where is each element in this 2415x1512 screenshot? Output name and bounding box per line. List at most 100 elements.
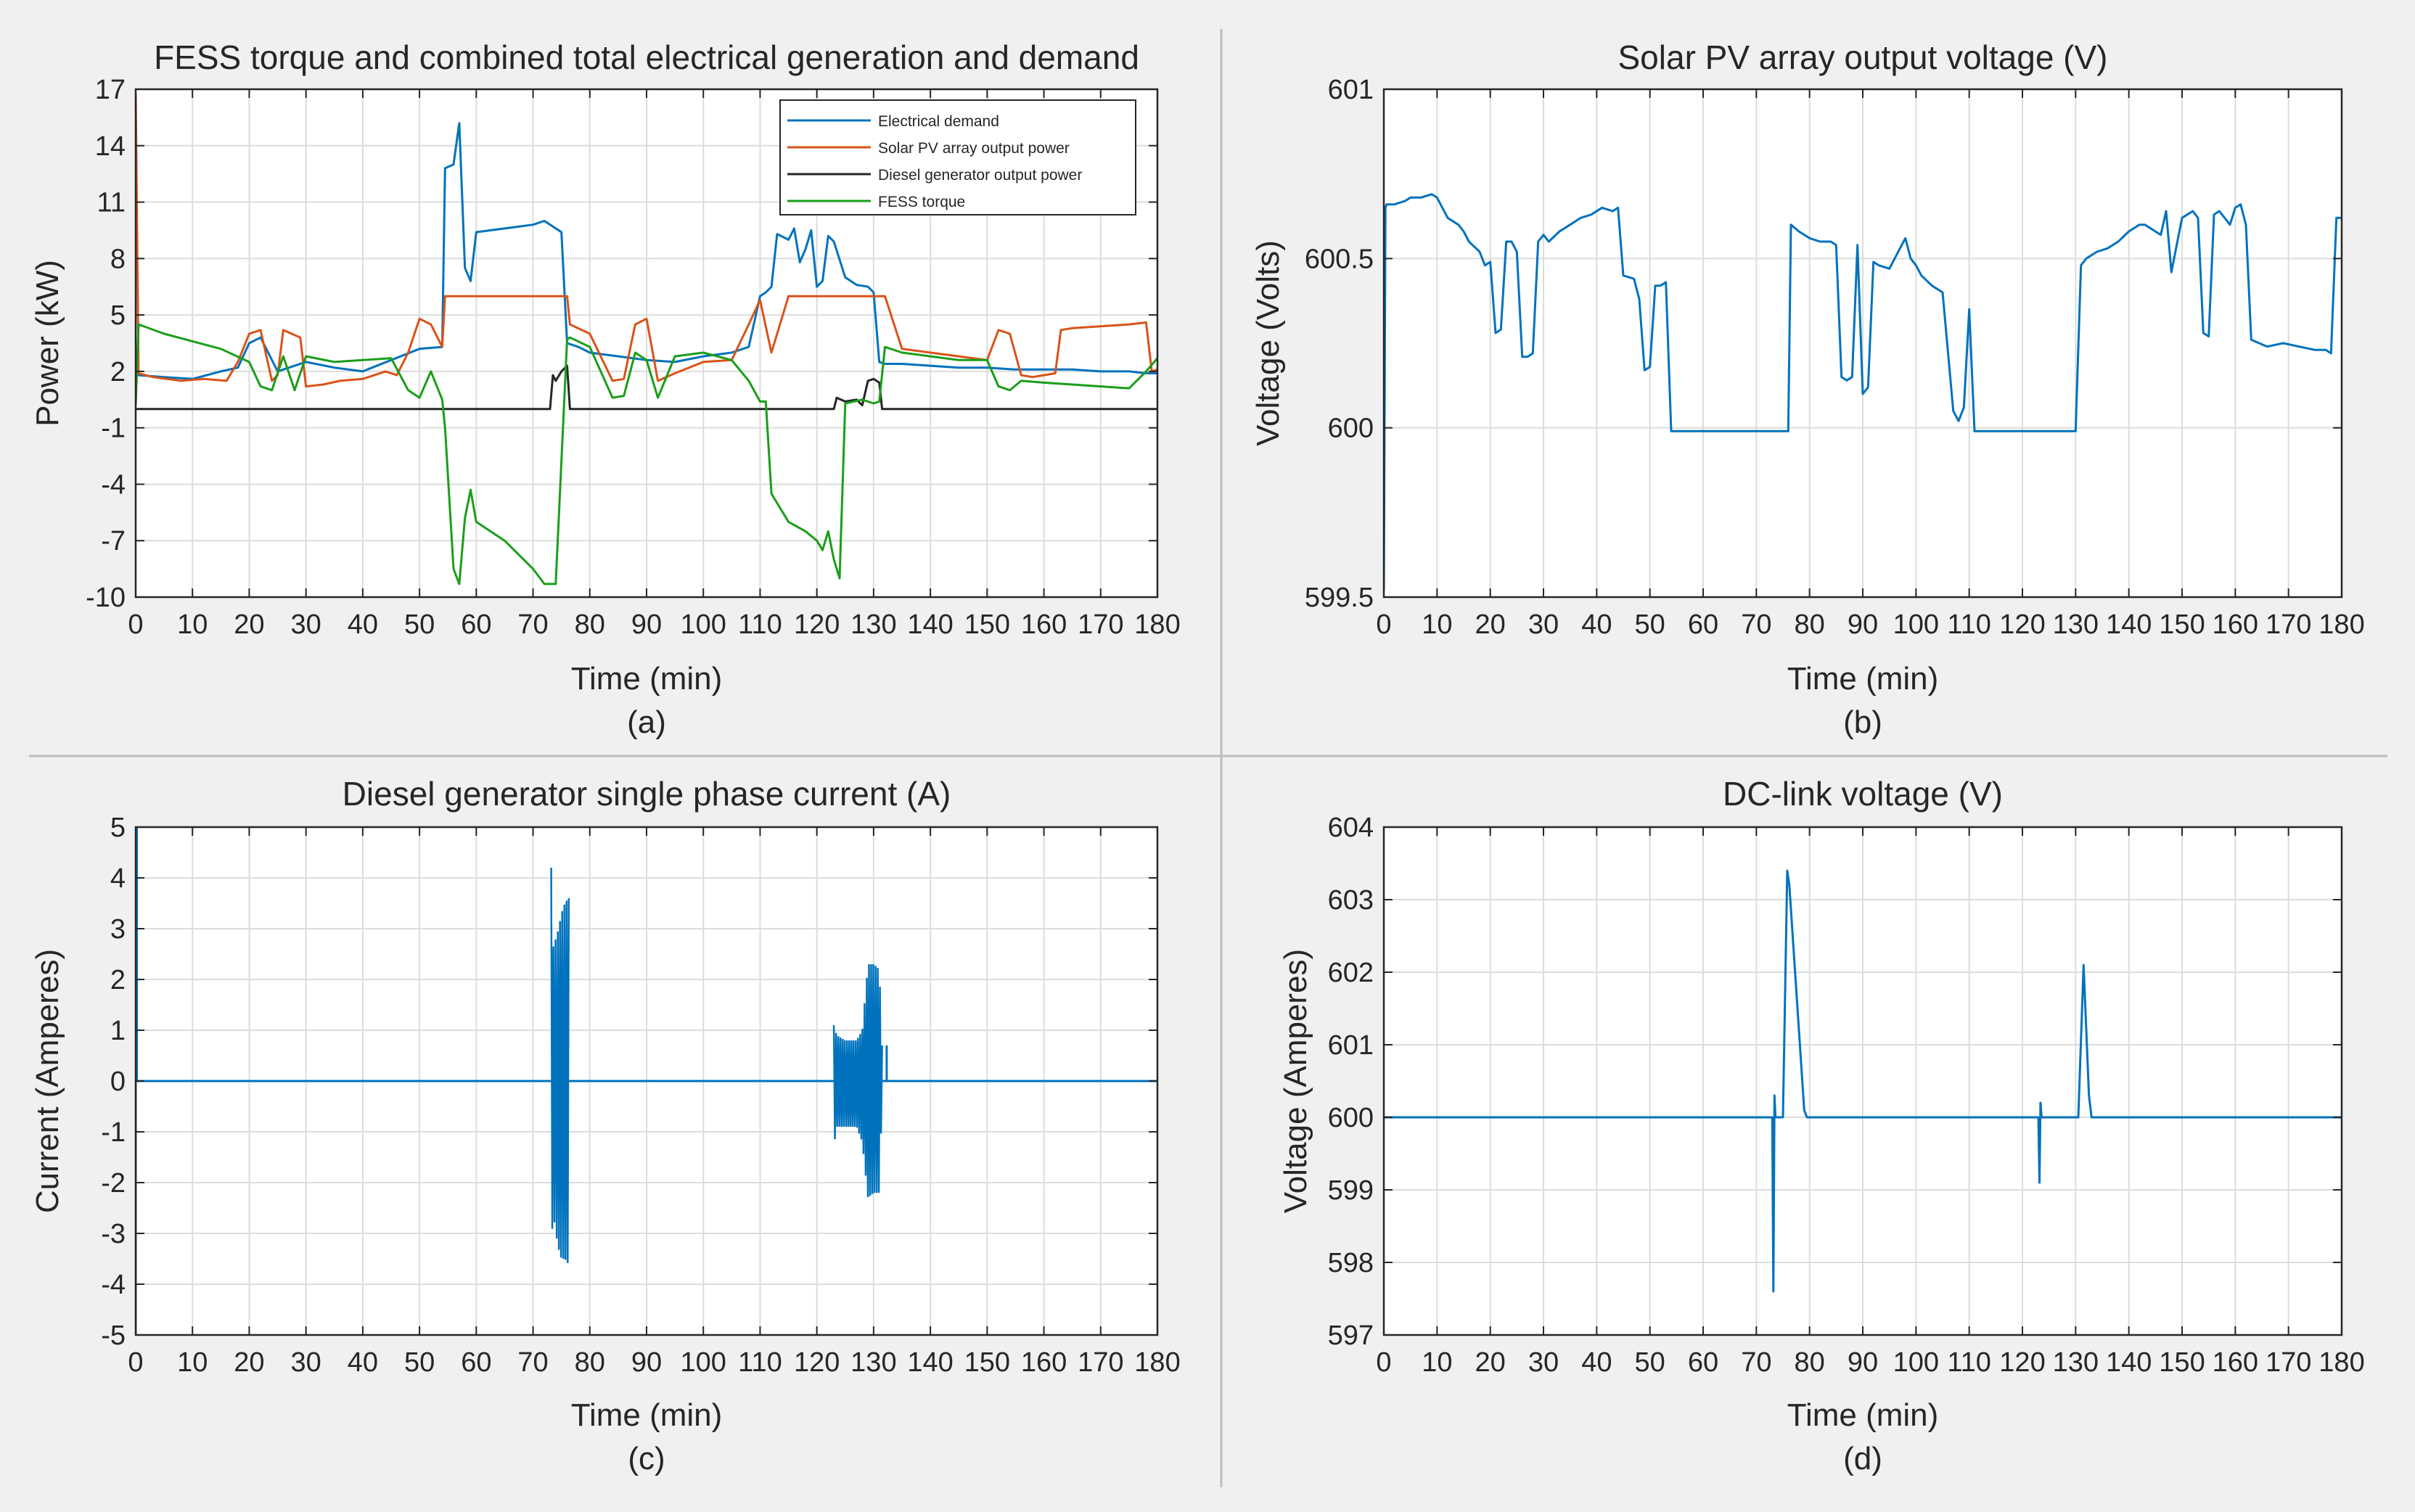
y-tick-label: 2 [110, 357, 126, 387]
x-tick-label: 120 [1999, 609, 2045, 640]
x-tick-label: 170 [2266, 1347, 2311, 1378]
x-tick-label: 110 [738, 609, 782, 640]
x-tick-label: 20 [1475, 609, 1506, 640]
x-tick-label: 150 [2159, 609, 2205, 640]
x-tick-label: 90 [1848, 609, 1878, 640]
x-tick-label: 120 [1999, 1347, 2045, 1378]
x-tick-label: 80 [1795, 609, 1825, 640]
x-tick-label: 10 [177, 609, 208, 640]
x-tick-label: 110 [738, 1347, 782, 1378]
x-tick-label: 70 [517, 1347, 548, 1378]
y-tick-label: 3 [110, 914, 126, 945]
x-tick-label: 180 [2318, 609, 2364, 640]
x-tick-label: 100 [1893, 609, 1939, 640]
x-tick-label: 50 [1635, 609, 1665, 640]
panels: 0 10 20 30 40 50 60 70 80 90 100 110 120 130 140 150 160… [30, 38, 2365, 1476]
legend-label: Diesel generator output power [878, 167, 1082, 184]
x-tick-label: 20 [234, 609, 264, 640]
x-tick-label: 60 [1688, 1347, 1718, 1378]
x-tick-label: 170 [1078, 609, 1123, 640]
x-tick-label: 140 [907, 1347, 953, 1378]
x-tick-label: 160 [1021, 609, 1067, 640]
chart-title: Diesel generator single phase current (A… [343, 775, 951, 813]
y-axis-label: Power (kW) [30, 260, 65, 427]
panel-caption: (a) [627, 704, 666, 740]
y-tick-label: 5 [110, 813, 126, 843]
x-tick-label: 10 [1422, 1347, 1452, 1378]
x-tick-label: 40 [348, 609, 378, 640]
x-tick-label: 160 [1021, 1347, 1067, 1378]
x-tick-label: 10 [177, 1347, 208, 1378]
chart-title: FESS torque and combined total electrica… [154, 38, 1139, 76]
x-tick-label: 80 [575, 609, 605, 640]
x-tick-label: 120 [794, 609, 840, 640]
x-tick-label: 10 [1422, 609, 1452, 640]
y-tick-label: 598 [1328, 1248, 1374, 1278]
x-tick-label: 0 [128, 1347, 143, 1378]
y-tick-label: 599.5 [1305, 583, 1374, 613]
x-tick-label: 20 [234, 1347, 264, 1378]
y-tick-label: 5 [110, 300, 126, 331]
x-tick-label: 70 [517, 609, 548, 640]
chart-panel-0: 0 10 20 30 40 50 60 70 80 90 100 110 120 130 140 150 160… [30, 38, 1181, 740]
chart-title: Solar PV array output voltage (V) [1618, 38, 2108, 76]
legend-label: Solar PV array output power [878, 140, 1070, 157]
chart-panel-2: 0 10 20 30 40 50 60 70 80 90 100 110 120 130 140 150 160… [30, 775, 1181, 1476]
x-tick-label: 180 [2318, 1347, 2364, 1378]
x-tick-label: 130 [850, 1347, 896, 1378]
x-tick-label: 100 [681, 1347, 726, 1378]
series-line-dc-link-voltage [1384, 869, 2342, 1293]
y-axis-label: Voltage (Amperes) [1278, 949, 1313, 1213]
x-tick-label: 100 [1893, 1347, 1939, 1378]
y-tick-label: 600.5 [1305, 244, 1374, 274]
y-tick-label: -3 [101, 1219, 126, 1249]
x-tick-label: 180 [1134, 609, 1180, 640]
x-tick-label: 80 [575, 1347, 605, 1378]
legend-label: FESS torque [878, 194, 965, 210]
x-tick-label: 100 [681, 609, 726, 640]
y-tick-label: 602 [1328, 958, 1374, 988]
x-tick-label: 130 [2053, 1347, 2099, 1378]
panel-caption: (d) [1843, 1441, 1882, 1476]
x-tick-label: 170 [1078, 1347, 1123, 1378]
x-tick-label: 140 [2106, 609, 2152, 640]
plot-series-group [1384, 869, 2342, 1293]
x-tick-label: 140 [907, 609, 953, 640]
y-tick-label: 603 [1328, 885, 1374, 916]
x-tick-label: 60 [461, 609, 491, 640]
series-line-solar-pv-array-output-power [136, 93, 1157, 388]
series-line-diesel-generator-output-power [136, 364, 1157, 411]
x-tick-label: 40 [348, 1347, 378, 1378]
x-tick-label: 120 [794, 1347, 840, 1378]
y-axis-label: Current (Amperes) [30, 949, 65, 1213]
y-tick-label: 599 [1328, 1175, 1374, 1206]
x-tick-label: 90 [631, 609, 662, 640]
panel-caption: (b) [1843, 704, 1882, 740]
x-tick-label: 0 [1376, 609, 1391, 640]
x-tick-label: 40 [1581, 609, 1612, 640]
y-tick-label: 0 [110, 1067, 126, 1097]
x-tick-label: 110 [1947, 1347, 1991, 1378]
x-tick-label: 180 [1134, 1347, 1180, 1378]
chart-panel-3: 0 10 20 30 40 50 60 70 80 90 100 110 120 130 140 150 160… [1278, 775, 2365, 1476]
x-tick-label: 170 [2266, 609, 2311, 640]
x-tick-label: 150 [964, 609, 1010, 640]
x-tick-label: 70 [1741, 1347, 1771, 1378]
y-tick-label: -1 [101, 1117, 126, 1148]
x-tick-label: 50 [404, 609, 435, 640]
series-line-fess-torque [136, 323, 1157, 586]
y-tick-label: 600 [1328, 1103, 1374, 1133]
current-burst [832, 964, 883, 1198]
x-tick-label: 50 [1635, 1347, 1665, 1378]
x-tick-label: 80 [1795, 1347, 1825, 1378]
y-tick-label: 601 [1328, 1030, 1374, 1061]
x-tick-label: 160 [2213, 609, 2258, 640]
x-tick-label: 30 [1528, 609, 1559, 640]
x-tick-label: 90 [1848, 1347, 1878, 1378]
y-tick-label: -7 [101, 526, 126, 556]
x-tick-label: 70 [1741, 609, 1771, 640]
panel-caption: (c) [628, 1441, 665, 1476]
x-axis-label: Time (min) [1787, 1397, 1939, 1433]
y-tick-label: 4 [110, 863, 126, 894]
x-tick-label: 130 [850, 609, 896, 640]
